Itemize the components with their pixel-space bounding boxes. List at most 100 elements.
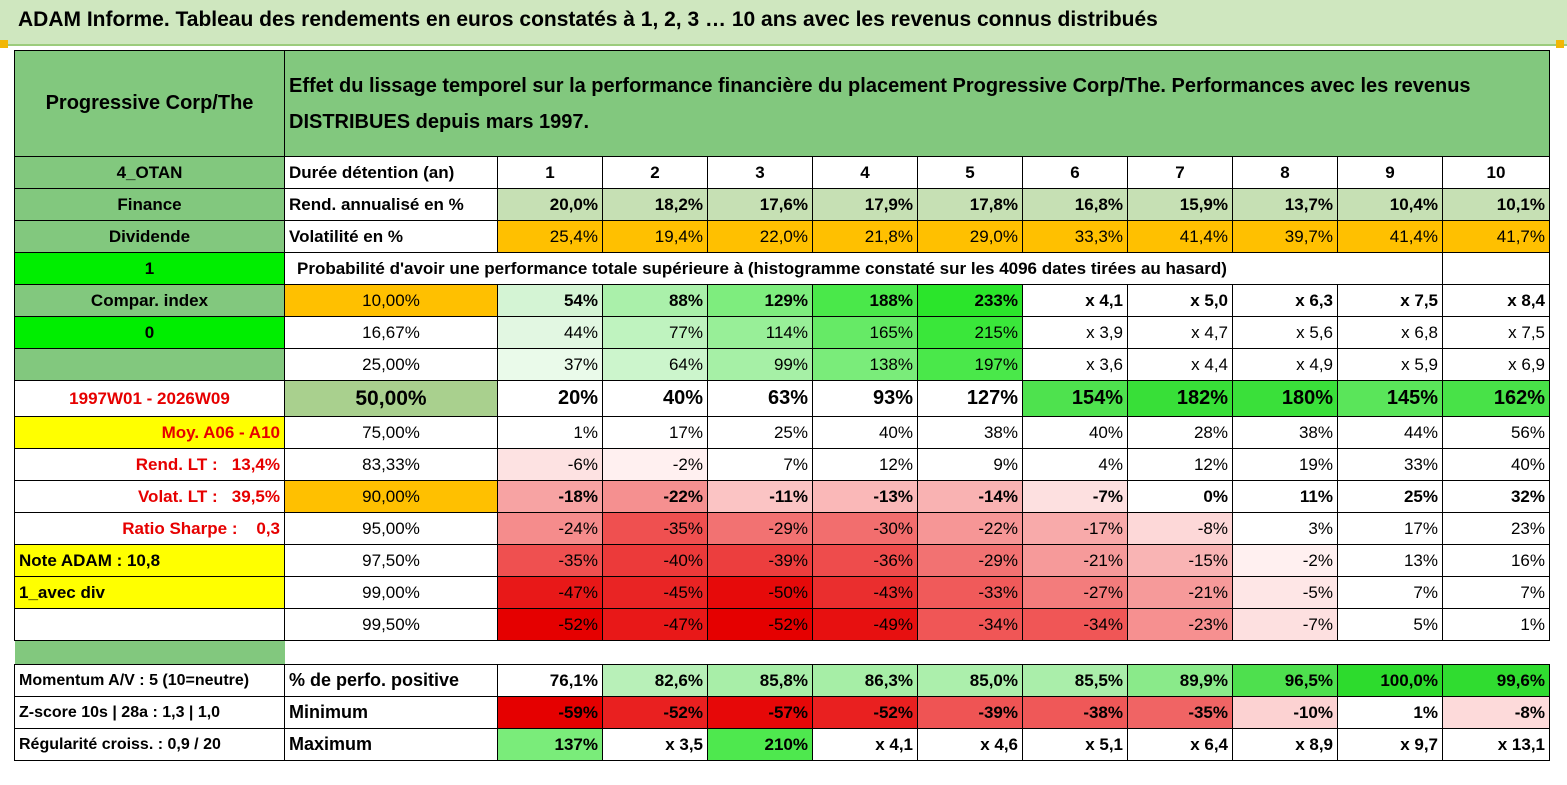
header-row: Progressive Corp/The Effet du lissage te… bbox=[14, 50, 1550, 157]
value-cell: 0% bbox=[1127, 480, 1233, 513]
row-desc: 10,00% bbox=[284, 284, 498, 317]
value-cell: 7% bbox=[707, 448, 813, 481]
spacer-cell bbox=[14, 640, 285, 665]
stats-value: 96,5% bbox=[1232, 664, 1338, 697]
value-cell: 19,4% bbox=[602, 220, 708, 253]
row-label: 1 bbox=[14, 252, 285, 285]
stats-label: Régularité croiss. : 0,9 / 20 bbox=[14, 728, 285, 761]
value-cell: 8 bbox=[1232, 156, 1338, 189]
value-cell: x 4,1 bbox=[1022, 284, 1128, 317]
value-cell: 180% bbox=[1232, 380, 1338, 417]
value-cell: -35% bbox=[602, 512, 708, 545]
value-cell: -29% bbox=[917, 544, 1023, 577]
value-cell: 10 bbox=[1442, 156, 1550, 189]
stats-value: -59% bbox=[497, 696, 603, 729]
value-cell: -11% bbox=[707, 480, 813, 513]
value-cell: 4 bbox=[812, 156, 918, 189]
stats-value: 210% bbox=[707, 728, 813, 761]
value-cell: -39% bbox=[707, 544, 813, 577]
row-label: 0 bbox=[14, 316, 285, 349]
stats-value: -10% bbox=[1232, 696, 1338, 729]
value-cell: -24% bbox=[497, 512, 603, 545]
value-cell: -52% bbox=[707, 608, 813, 641]
value-cell: 18,2% bbox=[602, 188, 708, 221]
value-cell: 15,9% bbox=[1127, 188, 1233, 221]
row-label bbox=[14, 608, 285, 641]
value-cell: 7% bbox=[1442, 576, 1550, 609]
value-cell: -29% bbox=[707, 512, 813, 545]
table-row: Finance Rend. annualisé en % 20,0% 18,2% 17,… bbox=[14, 188, 1550, 221]
row-desc: 16,67% bbox=[284, 316, 498, 349]
table-body: Progressive Corp/The Effet du lissage te… bbox=[14, 50, 1550, 761]
stats-row: Momentum A/V : 5 (10=neutre)% de perfo. … bbox=[14, 664, 1550, 697]
value-cell: 12% bbox=[812, 448, 918, 481]
table-row: 0 16,67% 44% 77% 114% 165% 215% x 3,9 x 4,7 x 5,6… bbox=[14, 316, 1550, 349]
value-cell: 41,4% bbox=[1337, 220, 1443, 253]
value-cell: -34% bbox=[917, 608, 1023, 641]
value-cell: x 7,5 bbox=[1442, 316, 1550, 349]
row-label: Compar. index bbox=[14, 284, 285, 317]
value-cell: 88% bbox=[602, 284, 708, 317]
value-cell: -23% bbox=[1127, 608, 1233, 641]
row-desc: 75,00% bbox=[284, 416, 498, 449]
value-cell: 2 bbox=[602, 156, 708, 189]
value-cell: 154% bbox=[1022, 380, 1128, 417]
value-cell: -35% bbox=[497, 544, 603, 577]
stats-value: -8% bbox=[1442, 696, 1550, 729]
value-cell: 182% bbox=[1127, 380, 1233, 417]
stats-value: 85,5% bbox=[1022, 664, 1128, 697]
stats-label: Z-score 10s | 28a : 1,3 | 1,0 bbox=[14, 696, 285, 729]
value-cell: 233% bbox=[917, 284, 1023, 317]
stats-row: Z-score 10s | 28a : 1,3 | 1,0 Minimum -59%… bbox=[14, 696, 1550, 729]
fund-name: Progressive Corp/The bbox=[14, 50, 285, 157]
value-cell: 32% bbox=[1442, 480, 1550, 513]
value-cell: -8% bbox=[1127, 512, 1233, 545]
stats-value: -52% bbox=[602, 696, 708, 729]
description: Effet du lissage temporel sur la perform… bbox=[284, 50, 1550, 157]
value-cell: 39,7% bbox=[1232, 220, 1338, 253]
stats-value: 100,0% bbox=[1337, 664, 1443, 697]
value-cell: -40% bbox=[602, 544, 708, 577]
value-cell: -22% bbox=[917, 512, 1023, 545]
table-row: Compar. index 10,00% 54% 88% 129% 188% 233% x 4… bbox=[14, 284, 1550, 317]
value-cell: x 3,9 bbox=[1022, 316, 1128, 349]
value-cell: 9% bbox=[917, 448, 1023, 481]
row-label: 1_avec div bbox=[14, 576, 285, 609]
stats-desc: Maximum bbox=[284, 728, 498, 761]
value-cell: -30% bbox=[812, 512, 918, 545]
stats-value: x 4,1 bbox=[812, 728, 918, 761]
value-cell: 22,0% bbox=[707, 220, 813, 253]
row-label: Note ADAM : 10,8 bbox=[14, 544, 285, 577]
stats-value: -35% bbox=[1127, 696, 1233, 729]
stats-value: x 13,1 bbox=[1442, 728, 1550, 761]
value-cell: -14% bbox=[917, 480, 1023, 513]
value-cell: x 4,9 bbox=[1232, 348, 1338, 381]
row-label: Dividende bbox=[14, 220, 285, 253]
value-cell: -2% bbox=[602, 448, 708, 481]
value-cell: -21% bbox=[1022, 544, 1128, 577]
value-cell: 64% bbox=[602, 348, 708, 381]
value-cell: 165% bbox=[812, 316, 918, 349]
value-cell: 13,7% bbox=[1232, 188, 1338, 221]
value-cell: 17,9% bbox=[812, 188, 918, 221]
value-cell: 25,4% bbox=[497, 220, 603, 253]
value-cell: 114% bbox=[707, 316, 813, 349]
value-cell: 33% bbox=[1337, 448, 1443, 481]
value-cell: -7% bbox=[1022, 480, 1128, 513]
table-row: 1997W01 - 2026W09 50,00% 20% 40% 63% 93% 127% 1… bbox=[14, 380, 1550, 417]
value-cell: -13% bbox=[812, 480, 918, 513]
stats-value: x 5,1 bbox=[1022, 728, 1128, 761]
value-cell: 16,8% bbox=[1022, 188, 1128, 221]
value-cell: 41,4% bbox=[1127, 220, 1233, 253]
row-desc: 95,00% bbox=[284, 512, 498, 545]
value-cell: -18% bbox=[497, 480, 603, 513]
spacer-row bbox=[14, 640, 1550, 665]
value-cell: 13% bbox=[1337, 544, 1443, 577]
value-cell: -22% bbox=[602, 480, 708, 513]
value-cell: -47% bbox=[497, 576, 603, 609]
value-cell: 17,8% bbox=[917, 188, 1023, 221]
stats-value: -38% bbox=[1022, 696, 1128, 729]
value-cell: -50% bbox=[707, 576, 813, 609]
value-cell: 63% bbox=[707, 380, 813, 417]
corner-marker-right bbox=[1556, 40, 1564, 48]
